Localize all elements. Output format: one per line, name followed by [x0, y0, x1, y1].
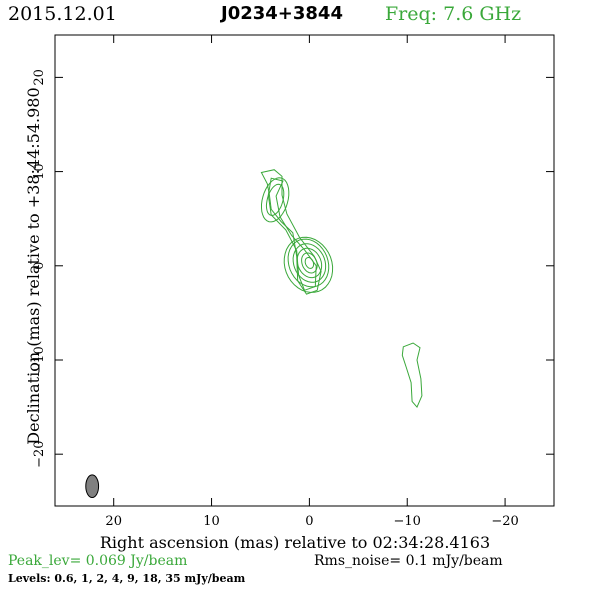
y-tick-label: −20 [32, 440, 47, 467]
x-tick-label: −10 [394, 514, 421, 529]
contour-core [283, 236, 334, 293]
x-tick-label: 20 [105, 514, 122, 529]
contour-south [401, 342, 423, 409]
contour-knot [265, 183, 285, 216]
contour-core [292, 243, 327, 283]
x-tick-label: 10 [203, 514, 220, 529]
plot-frame [54, 34, 555, 507]
y-tick-label: 20 [32, 69, 47, 86]
observation-date: 2015.12.01 [8, 3, 117, 25]
x-axis-label: Right ascension (mas) relative to 02:34:… [99, 533, 491, 552]
contour-core [301, 252, 318, 274]
contour-core [304, 257, 315, 269]
contour-core [296, 247, 323, 279]
axis-ticks: 20 10 0 −10 −20 20 10 0 −10 −20 [32, 35, 554, 529]
y-tick-label: 0 [32, 262, 47, 270]
peak-level: Peak_lev= 0.069 Jy/beam [8, 553, 188, 569]
contour-envelope [260, 169, 322, 295]
contour-levels: Levels: 0.6, 1, 2, 4, 9, 18, 35 mJy/beam [8, 572, 246, 585]
x-tick-label: 0 [305, 514, 313, 529]
contour-knot [261, 177, 290, 223]
y-tick-label: 10 [32, 163, 47, 180]
y-tick-label: −10 [32, 346, 47, 373]
frequency-label: Freq: 7.6 GHz [385, 3, 522, 25]
y-axis-label: Declination (mas) relative to +38:44:54.… [24, 87, 43, 445]
rms-noise: Rms_noise= 0.1 mJy/beam [314, 553, 503, 569]
contour-lines [260, 169, 423, 409]
beam-ellipse [85, 474, 100, 499]
beam-shape [85, 474, 100, 499]
x-tick-label: −20 [491, 514, 518, 529]
contour-core [287, 238, 330, 288]
source-name: J0234+3844 [221, 3, 343, 24]
